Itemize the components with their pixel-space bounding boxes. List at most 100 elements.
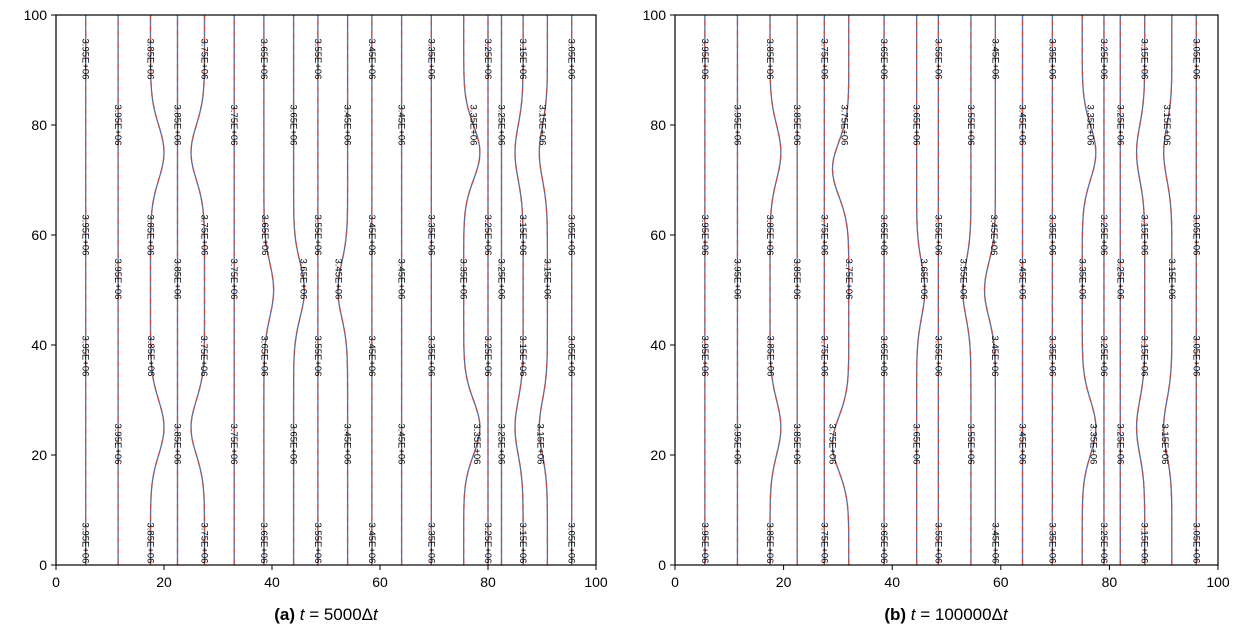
- y-tick-label: 60: [31, 227, 47, 243]
- contour-label: 3.95E+06: [80, 523, 91, 564]
- contour-label: 3.85E+06: [172, 424, 183, 465]
- caption-tag: (b): [884, 605, 910, 624]
- contour-label: 3.15E+06: [1166, 259, 1177, 300]
- y-tick-label: 100: [24, 7, 48, 23]
- contour-label: 3.35E+06: [1046, 215, 1057, 256]
- contour-line-dashed: [514, 15, 524, 565]
- contour-label: 3.55E+06: [312, 215, 323, 256]
- contour-label: 3.65E+06: [918, 259, 929, 300]
- contour-line-dashed: [962, 15, 972, 565]
- contour-label: 3.85E+06: [172, 105, 183, 146]
- contour-label: 3.25E+06: [1114, 424, 1125, 465]
- caption-equation: = 100000Δ: [915, 605, 1002, 624]
- contour-label: 3.45E+06: [1017, 105, 1028, 146]
- contour-line: [983, 15, 997, 565]
- contour-label: 3.85E+06: [145, 215, 156, 256]
- contour-label: 3.45E+06: [342, 424, 353, 465]
- contour-label: 3.75E+06: [228, 259, 239, 300]
- contour-line-dashed: [831, 15, 850, 565]
- contour-label: 3.45E+06: [396, 424, 407, 465]
- contour-line: [263, 15, 275, 565]
- contour-label: 3.65E+06: [288, 424, 299, 465]
- caption-variable: t: [911, 605, 917, 624]
- contour-label: 3.25E+06: [482, 336, 493, 377]
- contour-label: 3.85E+06: [145, 39, 156, 80]
- contour-label: 3.25E+06: [1098, 523, 1109, 564]
- contour-label: 3.85E+06: [764, 39, 775, 80]
- x-tick-label: 40: [884, 574, 900, 590]
- contour-label: 3.75E+06: [228, 105, 239, 146]
- contour-label: 3.15E+06: [517, 336, 528, 377]
- contour-label: 3.05E+06: [1190, 336, 1201, 377]
- axes: 0 20 40 60 80 100 0 20 40 60 80 100: [24, 7, 608, 590]
- contour-label: 3.15E+06: [1161, 105, 1172, 146]
- contour-label: 3.65E+06: [298, 259, 309, 300]
- contour-label: 3.05E+06: [566, 39, 577, 80]
- contour-label: 3.35E+06: [425, 39, 436, 80]
- contour-label: 3.45E+06: [366, 215, 377, 256]
- panel-caption: (b) t = 100000Δt: [884, 605, 1009, 624]
- contour-label: 3.05E+06: [566, 523, 577, 564]
- y-tick-label: 100: [643, 7, 667, 23]
- y-tick-label: 0: [658, 557, 666, 573]
- caption-variable: t: [300, 605, 306, 624]
- contour-label: 3.85E+06: [172, 259, 183, 300]
- contour-label: 3.25E+06: [482, 215, 493, 256]
- caption-equation: = 5000Δ: [304, 605, 373, 624]
- contour-label: 3.75E+06: [198, 39, 209, 80]
- contour-line-dashed: [1135, 15, 1146, 565]
- contour-label: 3.15E+06: [537, 105, 548, 146]
- x-tick-label: 40: [264, 574, 280, 590]
- contour-label: 3.85E+06: [764, 215, 775, 256]
- x-tick-label: 0: [671, 574, 679, 590]
- contour-label: 3.15E+06: [541, 259, 552, 300]
- contour-line-dashed: [769, 15, 782, 565]
- axes: 0 20 40 60 80 100 0 20 40 60 80 100: [643, 7, 1230, 590]
- contour-label: 3.75E+06: [818, 215, 829, 256]
- contour-label: 3.75E+06: [198, 215, 209, 256]
- y-tick-label: 80: [650, 117, 666, 133]
- contour-label: 3.65E+06: [911, 105, 922, 146]
- contour-label: 3.05E+06: [566, 336, 577, 377]
- x-tick-label: 60: [372, 574, 388, 590]
- contour-label: 3.35E+06: [425, 215, 436, 256]
- plot-frame: [55, 14, 597, 566]
- plot-frame: [674, 14, 1219, 566]
- x-tick-label: 80: [1102, 574, 1118, 590]
- contour-label: 3.85E+06: [791, 424, 802, 465]
- contour-label: 3.95E+06: [699, 523, 710, 564]
- contour-label: 3.75E+06: [198, 523, 209, 564]
- contour-label: 3.55E+06: [932, 39, 943, 80]
- contour-label: 3.65E+06: [258, 523, 269, 564]
- contour-label: 3.15E+06: [517, 215, 528, 256]
- contour-label: 3.35E+06: [1046, 39, 1057, 80]
- contour-label: 3.95E+06: [112, 105, 123, 146]
- contour-label: 3.15E+06: [1139, 39, 1150, 80]
- contour-label: 3.45E+06: [366, 523, 377, 564]
- contour-label: 3.65E+06: [258, 39, 269, 80]
- contour-label: 3.15E+06: [1159, 424, 1170, 465]
- contour-label: 3.55E+06: [312, 523, 323, 564]
- contour-line-dashed: [263, 15, 275, 565]
- contour-label: 3.95E+06: [112, 259, 123, 300]
- contour-label: 3.35E+06: [471, 424, 482, 465]
- contour-label: 3.55E+06: [932, 215, 943, 256]
- contour-label: 3.35E+06: [458, 259, 469, 300]
- contour-label: 3.25E+06: [496, 259, 507, 300]
- contour-line-dashed: [292, 15, 306, 565]
- contour-label: 3.45E+06: [366, 336, 377, 377]
- contour-lines: 3.95E+06 3.95E+06 3.95E+06 3.95E+06 3.95E+06…: [699, 15, 1201, 565]
- contour-label: 3.05E+06: [1190, 523, 1201, 564]
- contour-label: 3.55E+06: [932, 336, 943, 377]
- contour-label: 3.15E+06: [1138, 336, 1149, 377]
- caption-suffix: t: [1003, 605, 1009, 624]
- contour-label: 3.95E+06: [699, 215, 710, 256]
- contour-label: 3.75E+06: [818, 39, 829, 80]
- contour-line-dashed: [983, 15, 997, 565]
- contour-label: 3.25E+06: [496, 424, 507, 465]
- contour-line-dashed: [190, 15, 206, 565]
- contour-label: 3.25E+06: [496, 105, 507, 146]
- contour-label: 3.75E+06: [826, 424, 837, 465]
- x-tick-label: 0: [52, 574, 60, 590]
